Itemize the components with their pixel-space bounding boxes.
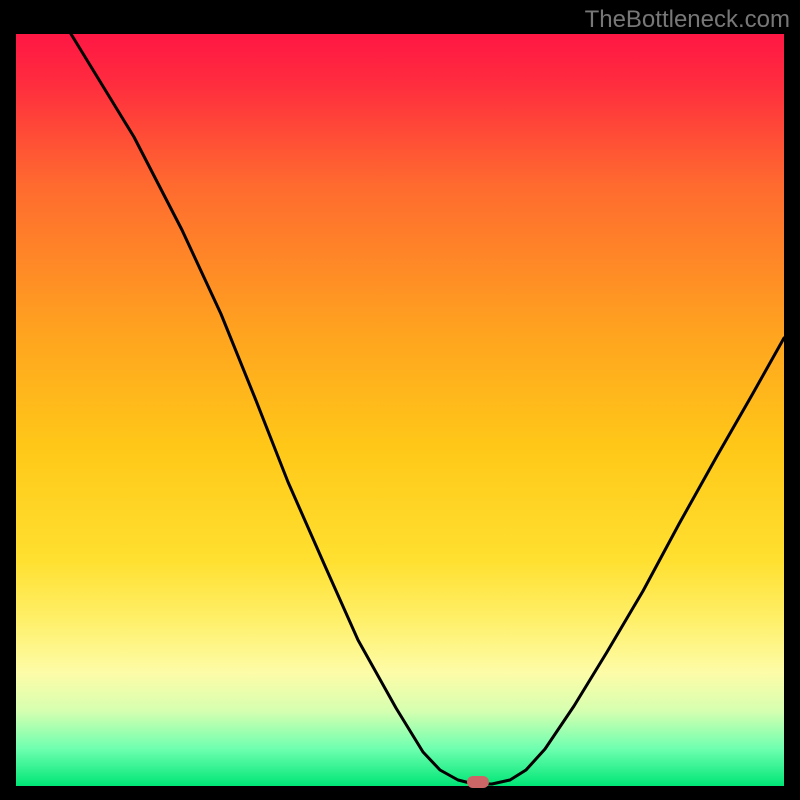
chart-container: TheBottleneck.com <box>0 0 800 800</box>
notch-marker <box>467 776 489 788</box>
curve-layer <box>0 0 800 800</box>
watermark-text: TheBottleneck.com <box>585 6 790 34</box>
bottleneck-curve <box>71 34 784 784</box>
